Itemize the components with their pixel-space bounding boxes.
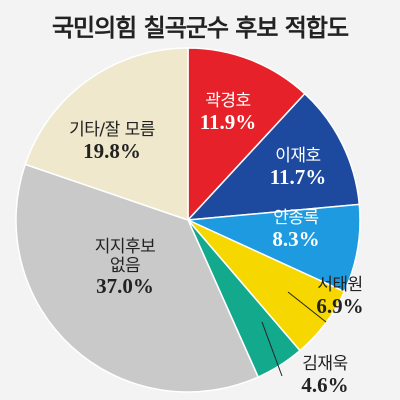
leader-line xyxy=(261,321,283,377)
slice-label: 이재호 11.7% xyxy=(270,147,327,189)
leader-line xyxy=(287,291,327,323)
category-label: 곽경호 xyxy=(205,91,251,112)
pie-slice xyxy=(15,163,260,393)
value-label: 11.9% xyxy=(199,109,257,134)
value-label: 8.3% xyxy=(272,226,320,251)
category-label: 지지후보 없음 xyxy=(94,236,156,276)
category-label: 기타/잘 모름 xyxy=(69,120,155,141)
category-label: 서태원 xyxy=(317,275,363,296)
pie-slice xyxy=(186,92,361,221)
slice-label: 안종록 8.3% xyxy=(272,209,319,251)
category-label: 김재욱 xyxy=(302,354,348,375)
pie-slice xyxy=(185,203,361,293)
value-label: 19.8% xyxy=(83,138,141,163)
value-label: 11.7% xyxy=(269,164,327,189)
value-label: 4.6% xyxy=(301,372,349,397)
pie-slice xyxy=(187,47,306,222)
pie-slice xyxy=(24,47,189,222)
slice-label: 서태원 6.9% xyxy=(316,276,363,318)
category-label: 이재호 xyxy=(275,146,321,167)
category-label: 안종록 xyxy=(273,208,319,229)
value-label: 6.9% xyxy=(316,293,364,318)
value-label: 37.0% xyxy=(96,274,154,299)
slice-label: 기타/잘 모름 19.8% xyxy=(69,121,155,163)
slice-label: 곽경호 11.9% xyxy=(200,92,257,134)
slice-label: 지지후보 없음 37.0% xyxy=(85,236,165,299)
slice-label: 김재욱 4.6% xyxy=(288,355,363,397)
chart-title: 국민의힘 칠곡군수 후보 적합도 xyxy=(51,14,349,42)
